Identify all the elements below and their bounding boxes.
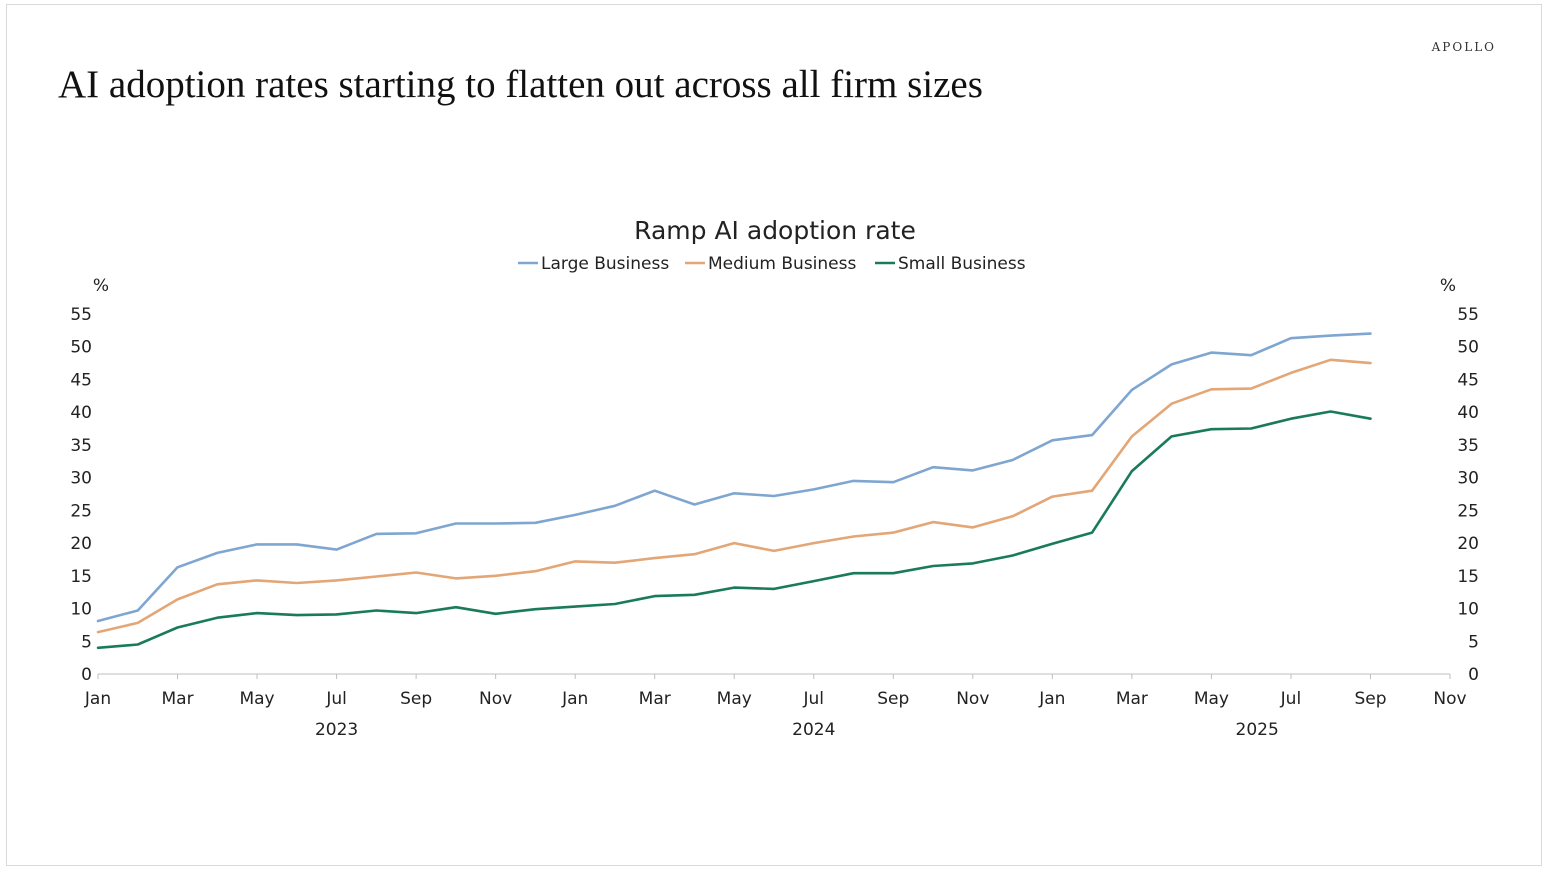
- slide-headline: AI adoption rates starting to flatten ou…: [58, 63, 983, 106]
- x-tick-label: Nov: [479, 689, 512, 709]
- x-tick-label: Jul: [803, 689, 825, 709]
- y-tick-label-left: 5: [81, 632, 92, 652]
- y-tick-label-left: 0: [81, 665, 92, 685]
- y-tick-label-right: 30: [1457, 469, 1479, 489]
- y-tick-label-right: 20: [1457, 534, 1479, 554]
- series-lines: [96, 332, 1372, 650]
- x-tick-label: May: [1194, 689, 1229, 709]
- x-tick-label: Sep: [1354, 689, 1386, 709]
- x-year-label: 2025: [1236, 720, 1279, 740]
- legend-label: Small Business: [898, 254, 1026, 274]
- x-tick-label: Jan: [84, 689, 111, 709]
- y-tick-label-left: 45: [70, 370, 92, 390]
- y-tick-label-right: 15: [1457, 567, 1479, 587]
- series-line-small-business: [96, 410, 1372, 650]
- series-line-large-business: [96, 332, 1372, 623]
- x-tick-label: May: [717, 689, 752, 709]
- y-tick-label-right: 55: [1457, 305, 1479, 325]
- y-tick-label-right: 35: [1457, 436, 1479, 456]
- y-tick-label-right: 10: [1457, 600, 1479, 620]
- y-tick-label-left: 10: [70, 600, 92, 620]
- chart-title: Ramp AI adoption rate: [634, 216, 916, 245]
- chart-legend: Large Business Medium Business Small Busin…: [518, 254, 1026, 274]
- x-axis: Jan Mar May Jul Sep Nov Jan Mar May Jul Sep Nov Jan M…: [84, 674, 1467, 740]
- y-tick-label-right: 50: [1457, 338, 1479, 358]
- x-tick-label: Mar: [639, 689, 671, 709]
- x-tick-label: Jul: [325, 689, 347, 709]
- x-tick-label: Sep: [877, 689, 909, 709]
- y-tick-label-left: 35: [70, 436, 92, 456]
- y-tick-label-right: 5: [1468, 632, 1479, 652]
- y-tick-label-right: 25: [1457, 501, 1479, 521]
- slide-frame: [6, 4, 1542, 866]
- legend-label: Large Business: [541, 254, 669, 274]
- x-year-label: 2024: [792, 720, 835, 740]
- series-line-medium-business: [96, 358, 1372, 634]
- x-tick-label: May: [239, 689, 274, 709]
- x-tick-label: Jan: [1038, 689, 1065, 709]
- x-year-label: 2023: [315, 720, 358, 740]
- y-axis-left: 0 5 10 15 20 25 30 35 40 45 50 55: [70, 305, 92, 685]
- y-tick-label-left: 55: [70, 305, 92, 325]
- y-axis-unit-right: %: [1440, 276, 1456, 296]
- x-tick-label: Mar: [161, 689, 193, 709]
- x-tick-label: Jul: [1280, 689, 1302, 709]
- y-axis-right: 0 5 10 15 20 25 30 35 40 45 50 55: [1457, 305, 1479, 685]
- x-tick-label: Nov: [1433, 689, 1466, 709]
- x-tick-label: Sep: [400, 689, 432, 709]
- y-axis-unit-left: %: [93, 276, 109, 296]
- legend-label: Medium Business: [708, 254, 856, 274]
- y-tick-label-left: 25: [70, 501, 92, 521]
- y-tick-label-left: 40: [70, 403, 92, 423]
- x-tick-label: Nov: [956, 689, 989, 709]
- x-tick-label: Mar: [1116, 689, 1148, 709]
- y-tick-label-left: 20: [70, 534, 92, 554]
- y-tick-label-left: 15: [70, 567, 92, 587]
- y-tick-label-right: 40: [1457, 403, 1479, 423]
- y-tick-label-right: 0: [1468, 665, 1479, 685]
- brand-logo: APOLLO: [1431, 40, 1496, 54]
- y-tick-label-left: 30: [70, 469, 92, 489]
- y-tick-label-left: 50: [70, 338, 92, 358]
- y-tick-label-right: 45: [1457, 370, 1479, 390]
- x-tick-label: Jan: [561, 689, 588, 709]
